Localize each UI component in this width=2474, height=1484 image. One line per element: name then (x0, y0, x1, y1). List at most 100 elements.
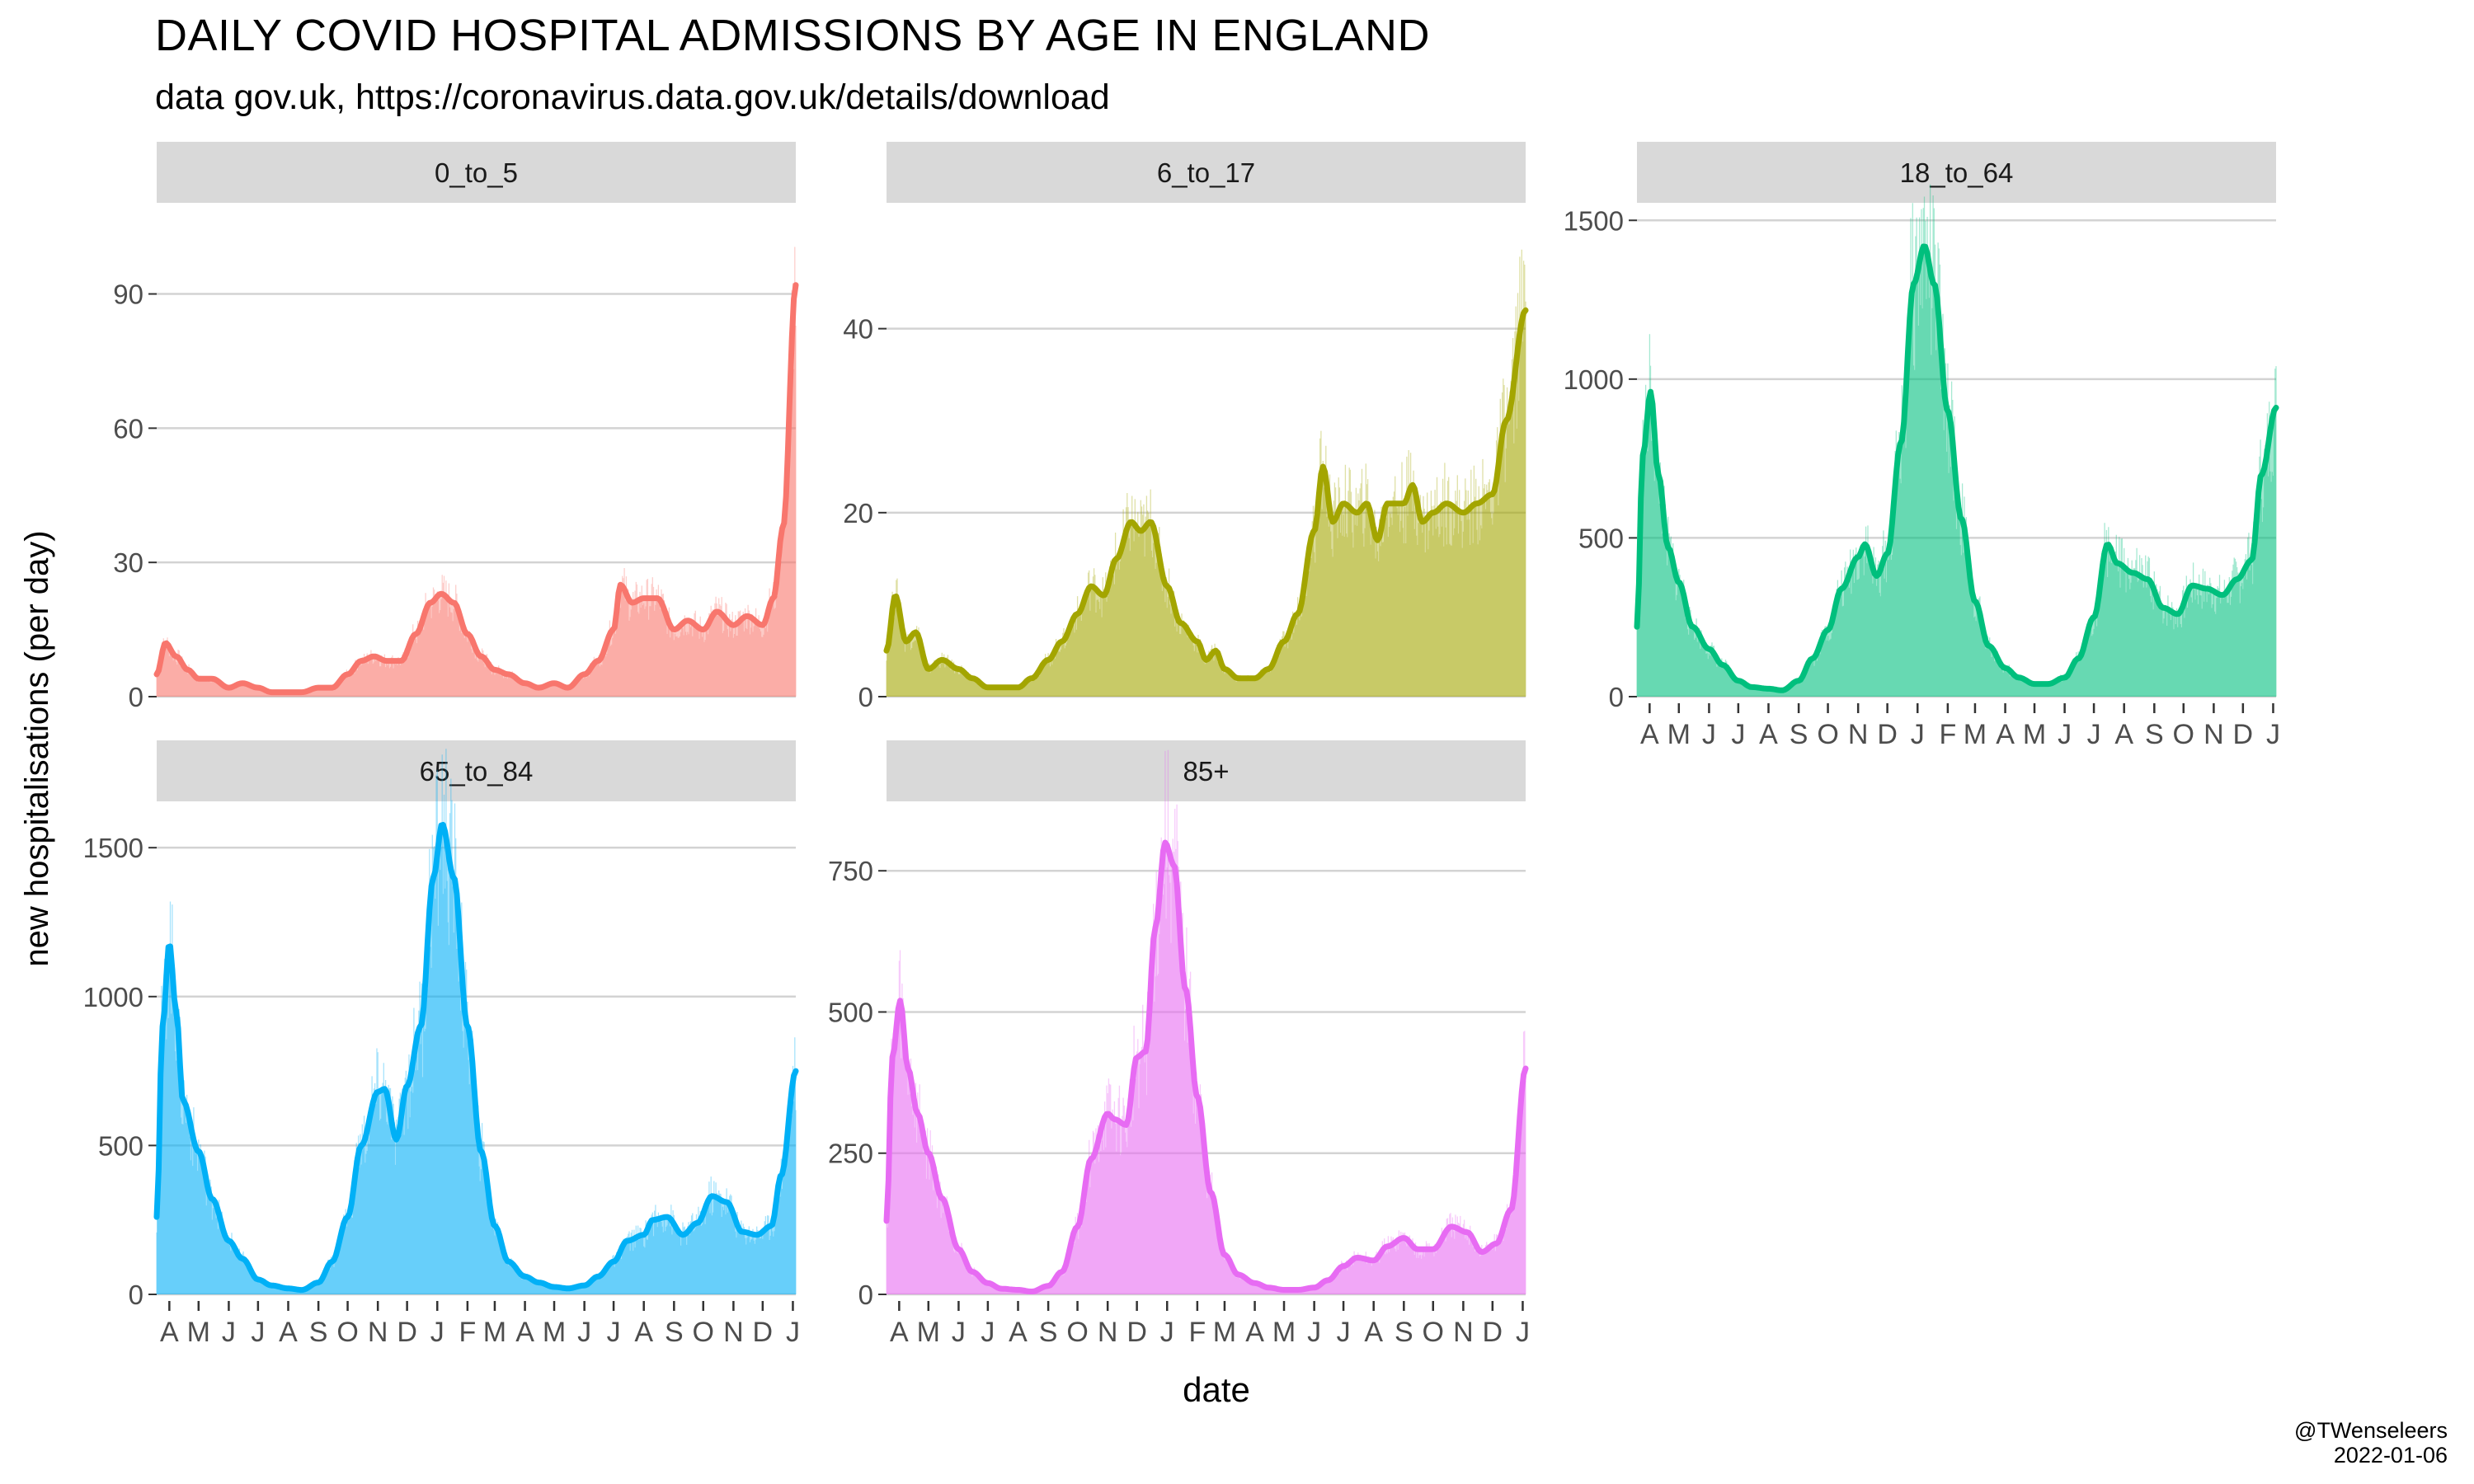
x-tick-label: N (368, 1317, 388, 1348)
facet-strip-label: 85+ (1183, 756, 1230, 787)
facet-strip (157, 740, 796, 801)
y-tick-label: 20 (843, 498, 873, 528)
x-tick-label: O (1817, 719, 1838, 750)
area-fill (887, 843, 1526, 1294)
x-tick-label: J (1307, 1317, 1321, 1348)
x-tick-label: M (917, 1317, 940, 1348)
x-tick-label: F (1939, 719, 1956, 750)
series-line (883, 307, 1529, 691)
x-tick-label: F (1188, 1317, 1206, 1348)
x-tick-label: M (543, 1317, 566, 1348)
y-tick-label: 1000 (1564, 364, 1624, 395)
y-tick-label: 500 (1578, 523, 1624, 553)
x-tick-label: A (1009, 1317, 1028, 1348)
y-tick-label: 250 (828, 1139, 873, 1169)
credit-date: 2022-01-06 (2333, 1443, 2448, 1468)
x-tick-label: D (1126, 1317, 1147, 1348)
facet-strip-label: 6_to_17 (1157, 157, 1255, 188)
x-tick-label: J (1337, 1317, 1351, 1348)
x-tick-label: N (2204, 719, 2224, 750)
facet-strip (887, 142, 1526, 203)
x-tick-label: S (1395, 1317, 1413, 1348)
y-tick-label: 1000 (83, 982, 143, 1012)
x-tick-label: J (1702, 719, 1716, 750)
facet-panels: 0_to_5 0 30 60 90 6_to_17 0 20 40 18_to_64 0 500 100… (83, 142, 2280, 1348)
y-tick-label: 500 (828, 997, 873, 1027)
credit: @TWenseleers 2022-01-06 (2294, 1418, 2448, 1468)
x-tick-label: D (397, 1317, 417, 1348)
x-tick-label: S (665, 1317, 684, 1348)
x-tick-label: N (1453, 1317, 1474, 1348)
x-tick-label: D (2233, 719, 2254, 750)
x-tick-label: A (160, 1317, 179, 1348)
y-tick-label: 90 (113, 279, 143, 310)
facet-strip-label: 65_to_84 (420, 756, 534, 787)
daily-bars (886, 249, 1526, 697)
y-tick-label: 40 (843, 314, 873, 345)
x-tick-label: F (459, 1317, 476, 1348)
x-tick-label: S (1790, 719, 1808, 750)
x-tick-label: J (577, 1317, 591, 1348)
x-tick-label: A (2114, 719, 2133, 750)
x-tick-label: A (1996, 719, 2015, 750)
y-tick-label: 750 (828, 856, 873, 886)
x-tick-label: A (1640, 719, 1659, 750)
x-tick-label: J (222, 1317, 236, 1348)
series-line (153, 821, 799, 1294)
y-tick-label: 1500 (1564, 205, 1624, 236)
x-tick-label: D (753, 1317, 774, 1348)
x-tick-label: J (1911, 719, 1925, 750)
y-tick-label: 0 (129, 1280, 143, 1310)
x-tick-label: J (952, 1317, 966, 1348)
x-tick-label: J (1160, 1317, 1174, 1348)
x-tick-label: M (187, 1317, 210, 1348)
x-tick-label: J (430, 1317, 444, 1348)
x-tick-label: M (1213, 1317, 1236, 1348)
x-tick-label: N (1098, 1317, 1118, 1348)
y-tick-label: 500 (98, 1130, 143, 1161)
x-tick-label: A (279, 1317, 298, 1348)
facet-strip (157, 142, 796, 203)
x-tick-label: A (1364, 1317, 1383, 1348)
x-tick-label: A (1245, 1317, 1264, 1348)
chart-title: DAILY COVID HOSPITAL ADMISSIONS BY AGE I… (155, 11, 1430, 60)
area-fill (1637, 247, 2276, 697)
chart-subtitle: data gov.uk, https://coronavirus.data.go… (155, 77, 1110, 117)
credit-handle: @TWenseleers (2294, 1418, 2448, 1443)
area-fill (887, 310, 1526, 697)
y-tick-label: 30 (113, 547, 143, 578)
facet-6_to_17: 6_to_17 0 20 40 (843, 142, 1529, 712)
series-line (883, 839, 1529, 1294)
x-tick-label: O (2173, 719, 2194, 750)
x-tick-label: A (890, 1317, 909, 1348)
y-tick-label: 60 (113, 413, 143, 444)
x-tick-label: J (1731, 719, 1745, 750)
x-tick-label: O (336, 1317, 358, 1348)
y-tick-label: 0 (129, 682, 143, 712)
x-tick-label: S (309, 1317, 328, 1348)
facet-strip-label: 18_to_64 (1900, 157, 2014, 188)
x-tick-label: M (1272, 1317, 1296, 1348)
x-tick-label: J (1516, 1317, 1530, 1348)
x-tick-label: A (1759, 719, 1778, 750)
x-tick-label: M (2023, 719, 2046, 750)
x-tick-label: J (981, 1317, 995, 1348)
series-line (153, 282, 799, 696)
x-tick-label: N (723, 1317, 744, 1348)
area-fill (157, 284, 796, 697)
x-tick-label: J (2087, 719, 2101, 750)
x-tick-label: M (1964, 719, 1987, 750)
x-tick-label: M (1667, 719, 1691, 750)
x-tick-label: S (1039, 1317, 1058, 1348)
x-tick-label: D (1483, 1317, 1503, 1348)
daily-bars (1636, 184, 2277, 697)
x-tick-label: D (1877, 719, 1898, 750)
y-tick-label: 0 (1609, 682, 1624, 712)
y-tick-label: 1500 (83, 833, 143, 863)
x-tick-label: O (1423, 1317, 1444, 1348)
x-tick-label: M (483, 1317, 506, 1348)
x-axis-label: date (1183, 1370, 1250, 1409)
